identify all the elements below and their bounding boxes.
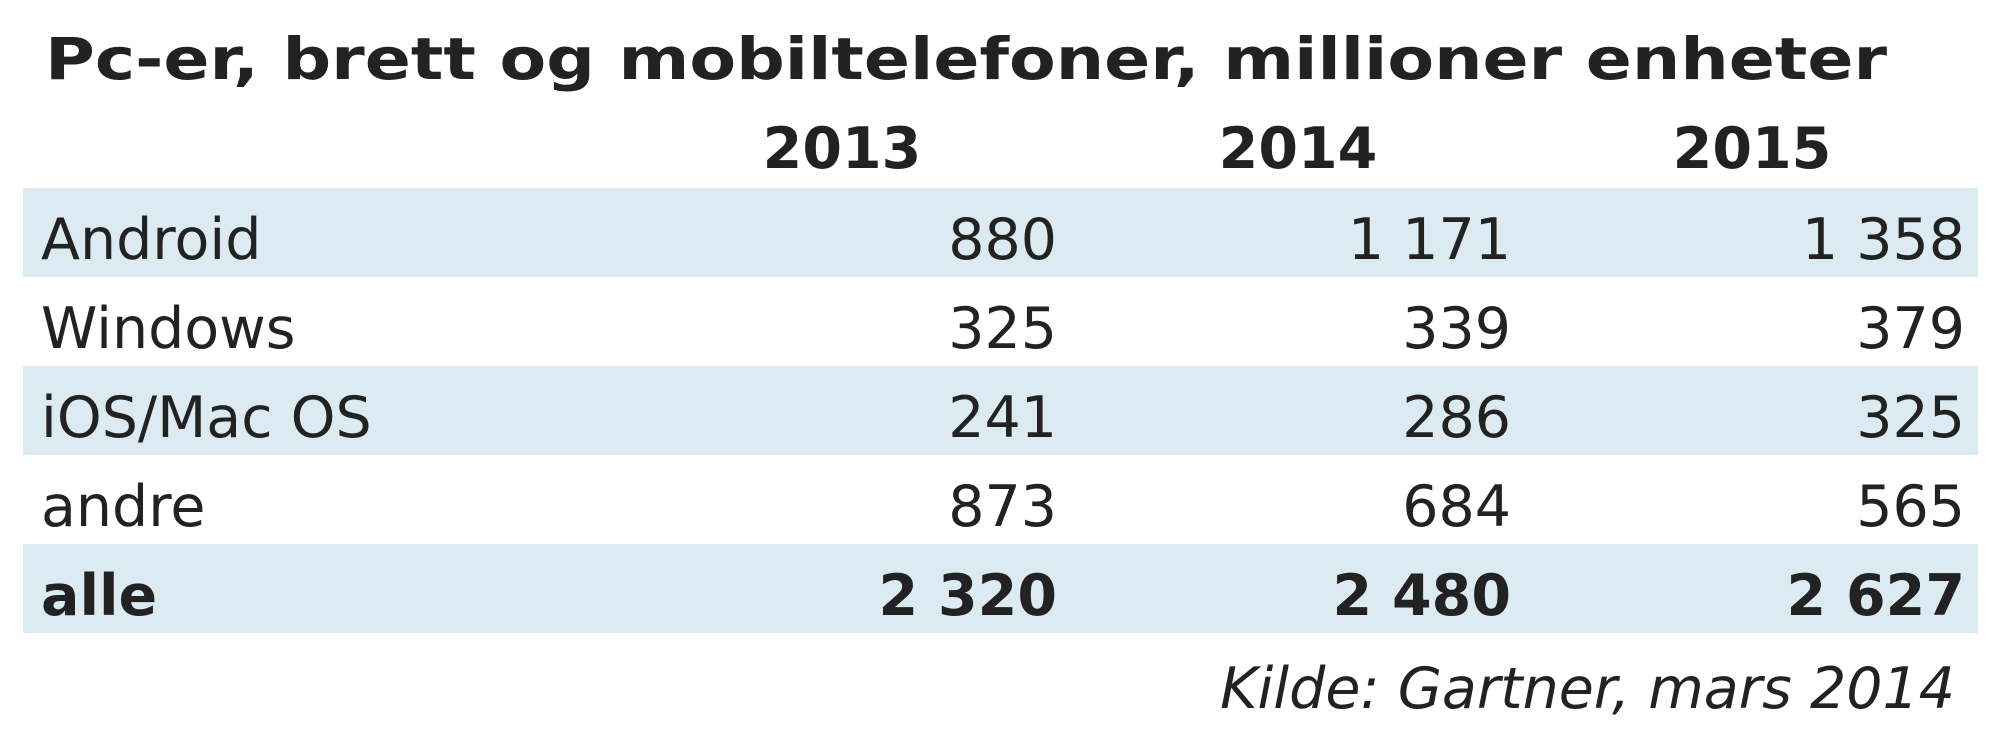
cell: 339 bbox=[1402, 296, 1511, 362]
cell: 286 bbox=[1402, 385, 1511, 451]
cell: 1 171 bbox=[1348, 207, 1511, 273]
row-label: Windows bbox=[41, 296, 295, 362]
cell: 684 bbox=[1402, 474, 1511, 540]
cell: 880 bbox=[948, 207, 1057, 273]
cell: 873 bbox=[948, 474, 1057, 540]
total-label: alle bbox=[41, 563, 157, 629]
row-band bbox=[23, 366, 1978, 455]
cell: 379 bbox=[1856, 296, 1965, 362]
cell: 241 bbox=[948, 385, 1057, 451]
title: Pc-er, brett og mobiltelefoner, millione… bbox=[45, 25, 1887, 93]
source-note: Kilde: Gartner, mars 2014 bbox=[1220, 656, 1955, 722]
cell: 325 bbox=[948, 296, 1057, 362]
total-cell: 2 627 bbox=[1787, 563, 1966, 629]
row-band bbox=[23, 188, 1978, 277]
total-cell: 2 320 bbox=[879, 563, 1058, 629]
row-label: iOS/Mac OS bbox=[41, 385, 372, 451]
column-header: 2014 bbox=[1219, 116, 1378, 182]
row-band bbox=[23, 544, 1978, 633]
total-cell: 2 480 bbox=[1333, 563, 1512, 629]
cell: 565 bbox=[1856, 474, 1965, 540]
column-header: 2015 bbox=[1673, 116, 1832, 182]
row-label: Android bbox=[41, 207, 261, 273]
cell: 325 bbox=[1856, 385, 1965, 451]
column-header: 2013 bbox=[763, 116, 922, 182]
row-label: andre bbox=[41, 474, 206, 540]
cell: 1 358 bbox=[1802, 207, 1965, 273]
